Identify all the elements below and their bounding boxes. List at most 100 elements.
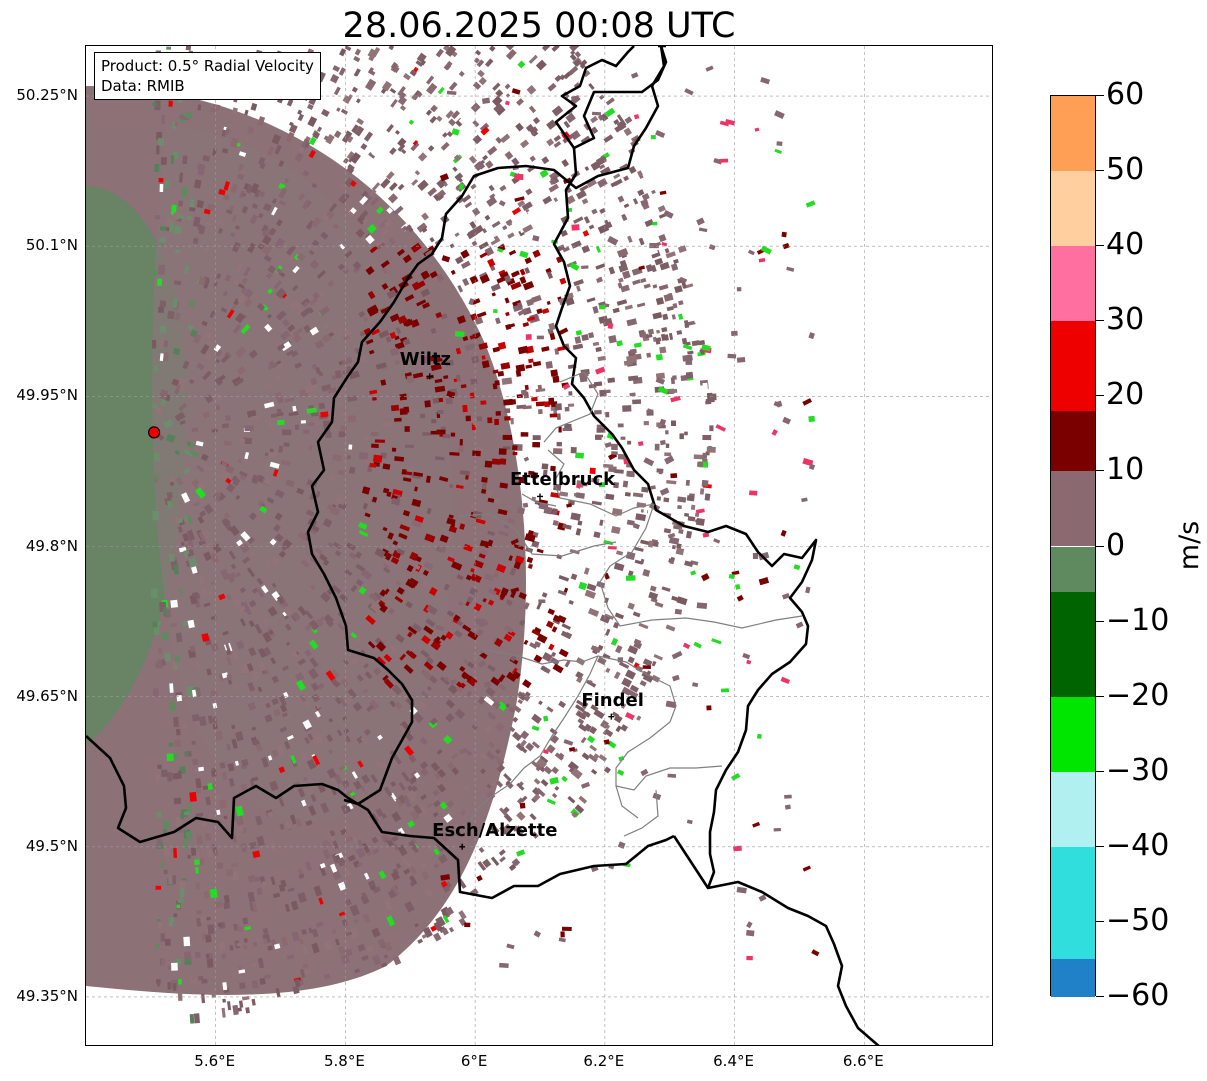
echo-cell [664, 248, 670, 254]
echo-cell [590, 768, 598, 775]
echo-cell [499, 482, 509, 489]
echo-cell [160, 933, 165, 942]
echo-cell [589, 726, 598, 735]
echo-cell [271, 749, 279, 758]
echo-cell [404, 444, 414, 449]
echo-cell [340, 108, 349, 115]
echo-cell [752, 821, 761, 828]
echo-cell [608, 335, 617, 344]
echo-cell [329, 829, 336, 837]
echo-cell [369, 462, 377, 468]
echo-cell [570, 573, 578, 581]
echo-cell [505, 599, 513, 606]
echo-cell [528, 786, 536, 794]
echo-cell [262, 646, 272, 657]
echo-cell [531, 741, 540, 749]
echo-cell [237, 1007, 242, 1012]
echo-cell [637, 441, 644, 447]
echo-cell [411, 622, 423, 633]
echo-cell [562, 383, 571, 390]
echo-cell [617, 195, 625, 203]
echo-cell [276, 219, 283, 227]
colorbar-segment [1051, 959, 1095, 997]
echo-cell [379, 219, 389, 228]
echo-cell [279, 703, 288, 713]
echo-cell [257, 243, 265, 250]
echo-cell [668, 332, 674, 341]
echo-cell [230, 183, 239, 194]
echo-cell [231, 214, 238, 222]
echo-cell [519, 619, 526, 626]
echo-cell [469, 221, 477, 229]
echo-cell [495, 136, 503, 144]
echo-cell [215, 491, 222, 498]
echo-cell [490, 856, 500, 867]
echo-cell [468, 227, 480, 238]
echo-cell [342, 716, 348, 721]
echo-cell [347, 688, 357, 699]
echo-cell [197, 104, 202, 111]
echo-cell [237, 458, 242, 464]
echo-cell [266, 562, 272, 568]
echo-cell [156, 145, 160, 155]
colorbar-tick [1096, 695, 1104, 697]
echo-cell [181, 492, 191, 504]
echo-cell [315, 366, 321, 375]
echo-cell [264, 452, 269, 457]
echo-cell [205, 542, 214, 550]
echo-cell [291, 649, 300, 660]
echo-cell [331, 584, 342, 594]
echo-cell [213, 344, 222, 353]
echo-cell [297, 109, 303, 115]
echo-cell [272, 469, 279, 477]
echo-cell [413, 66, 419, 73]
echo-cell [173, 225, 182, 235]
echo-cell [440, 880, 448, 888]
echo-cell [626, 355, 637, 364]
echo-cell [604, 389, 611, 394]
echo-cell [219, 762, 226, 769]
echo-cell [499, 591, 507, 599]
echo-cell [167, 965, 172, 970]
echo-cell [409, 69, 417, 77]
echo-cell [255, 815, 263, 826]
echo-cell [251, 998, 256, 1006]
echo-cell [342, 368, 353, 375]
echo-cell [314, 339, 325, 350]
echo-cell [397, 315, 408, 325]
echo-cell [218, 673, 224, 682]
echo-cell [693, 641, 702, 649]
echo-cell [598, 754, 608, 762]
echo-cell [335, 496, 346, 506]
echo-cell [554, 785, 560, 791]
echo-cell [173, 280, 182, 286]
echo-cell [270, 876, 276, 886]
echo-cell [405, 649, 416, 660]
echo-cell [366, 945, 374, 953]
radar-map[interactable]: Wiltz Ettelbruck Findel Esch/Alzette [85, 45, 993, 1046]
echo-cell [353, 918, 359, 924]
echo-cell [454, 172, 464, 181]
echo-cell [470, 567, 475, 573]
echo-cell [311, 942, 320, 954]
echo-cell [678, 528, 684, 534]
echo-cell [167, 310, 175, 320]
echo-cell [463, 543, 474, 552]
echo-cell [517, 507, 526, 515]
echo-cell [248, 349, 258, 359]
echo-cell [161, 659, 166, 666]
echo-cell [177, 898, 184, 903]
echo-cell [351, 86, 358, 93]
echo-cell [304, 384, 314, 394]
echo-cell [227, 1001, 232, 1011]
echo-cell [586, 178, 597, 188]
echo-cell [288, 123, 298, 134]
echo-cell [243, 945, 248, 950]
echo-cell [459, 523, 466, 530]
echo-cell [384, 219, 393, 228]
echo-cell [258, 156, 266, 166]
echo-cell [303, 776, 308, 781]
echo-cell [384, 900, 393, 911]
echo-cell [297, 892, 307, 904]
echo-cell [213, 281, 219, 288]
